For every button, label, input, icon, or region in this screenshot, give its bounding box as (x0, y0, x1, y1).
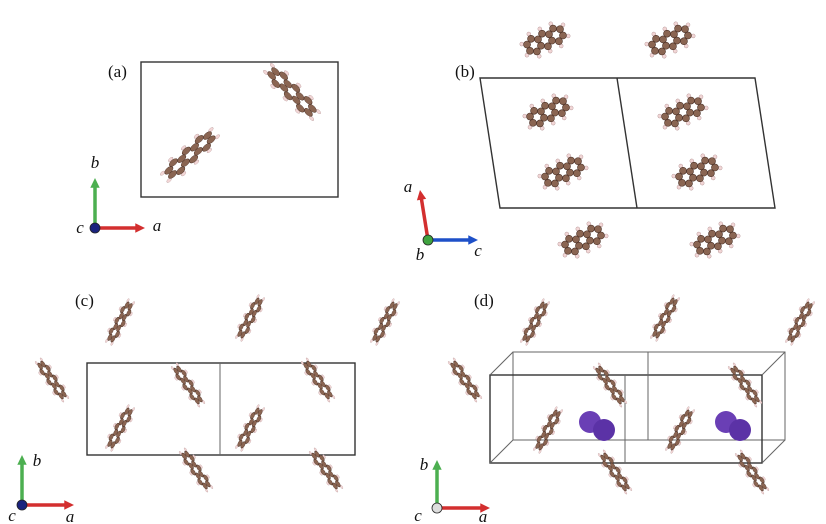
cell-edge (762, 352, 785, 375)
k-atom (729, 419, 751, 441)
molecule (232, 293, 268, 343)
molecule (445, 356, 485, 405)
arrow-head (90, 178, 99, 188)
cell-edge (490, 352, 513, 375)
molecule (662, 405, 698, 455)
axis-origin (432, 503, 442, 513)
molecule (725, 361, 765, 410)
molecule (306, 446, 346, 495)
axis-label: a (153, 216, 162, 235)
axis-triads: b c a a b c b c a b c a (8, 153, 490, 524)
molecule (168, 361, 208, 410)
axis-label: b (91, 153, 100, 172)
molecules (32, 17, 818, 497)
molecule (732, 448, 772, 497)
arrow-head (432, 460, 441, 470)
cell-edge (490, 440, 513, 463)
panel-label: (b) (455, 62, 475, 81)
axis-label: c (8, 506, 16, 524)
cell-divider-b (617, 78, 637, 208)
axis-label: b (416, 245, 425, 264)
molecule (156, 123, 223, 187)
k-atom (593, 419, 615, 441)
axis-label: c (76, 218, 84, 237)
molecule (520, 89, 577, 136)
panel-label: (a) (108, 62, 127, 81)
molecule (590, 361, 630, 410)
axis-label: c (414, 506, 422, 524)
axis-origin (17, 500, 27, 510)
axis-arrow (421, 199, 428, 240)
axis-label: c (474, 241, 482, 260)
molecule (555, 217, 612, 264)
molecule (669, 149, 726, 196)
molecule (655, 89, 712, 136)
molecule (367, 297, 403, 347)
molecule (642, 17, 699, 64)
unit-cells (87, 62, 785, 463)
axis-label: b (420, 455, 429, 474)
molecule (232, 403, 268, 453)
dopant-atoms (579, 411, 751, 441)
figure: b c a a b c b c a b c a (a) (b) (c) (d) (0, 0, 826, 524)
axis-label: a (404, 177, 413, 196)
axis-label: a (479, 507, 488, 524)
arrow-head (417, 190, 426, 200)
molecule (259, 59, 325, 125)
molecule (517, 297, 553, 347)
molecule (687, 217, 744, 264)
molecule (530, 405, 566, 455)
molecule (517, 17, 574, 64)
molecule (102, 297, 138, 347)
molecule (102, 403, 138, 453)
molecule (535, 149, 592, 196)
axis-origin (423, 235, 433, 245)
cell-edge (762, 440, 785, 463)
molecule (647, 293, 683, 343)
molecule (32, 356, 72, 405)
arrow-head (135, 223, 145, 232)
molecule (176, 446, 216, 495)
arrow-head (17, 455, 26, 465)
panel-label: (c) (75, 291, 94, 310)
molecule (782, 297, 818, 347)
panel-label: (d) (474, 291, 494, 310)
molecule (595, 448, 635, 497)
axis-label: b (33, 451, 42, 470)
axis-label: a (66, 507, 75, 524)
axis-origin (90, 223, 100, 233)
